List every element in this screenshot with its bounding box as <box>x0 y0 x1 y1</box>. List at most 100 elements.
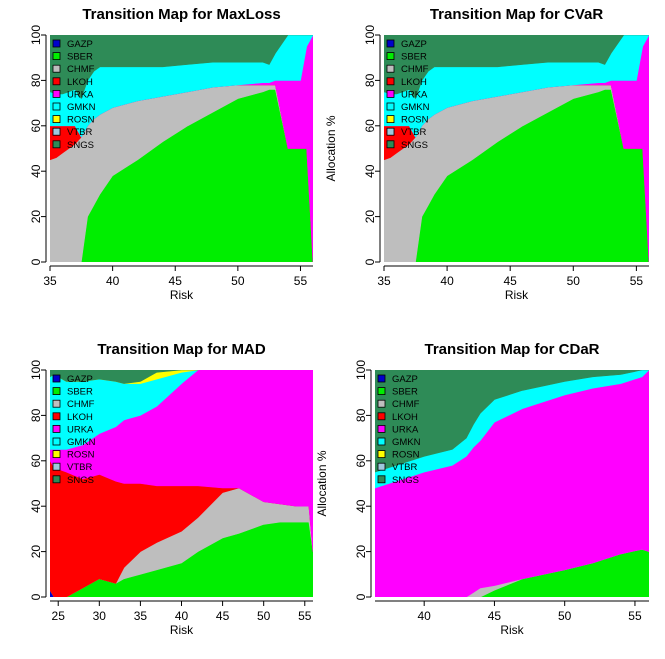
x-tick-label: 45 <box>504 274 518 288</box>
x-tick-label: 55 <box>294 274 308 288</box>
legend-label-gazp: GAZP <box>67 39 93 50</box>
x-tick-label: 40 <box>106 274 120 288</box>
legend-label-gazp: GAZP <box>67 374 93 385</box>
legend-swatch-gmkn <box>52 102 61 111</box>
legend-label-gmkn: GMKN <box>67 437 96 448</box>
area-sngs <box>384 35 649 100</box>
y-tick-label: 60 <box>29 454 43 468</box>
y-tick-label: 40 <box>363 164 377 178</box>
legend-swatch-rosn <box>52 115 61 123</box>
legend-label-urka: URKA <box>67 424 94 435</box>
legend-swatch-rosn <box>52 450 61 459</box>
x-tick-label: 40 <box>417 609 431 623</box>
legend-label-lkoh: LKOH <box>401 77 427 88</box>
legend-label-sngs: SNGS <box>392 475 419 486</box>
legend-label-vtbr: VTBR <box>67 127 92 138</box>
x-tick-label: 40 <box>440 274 454 288</box>
legend-swatch-vtbr <box>386 127 395 136</box>
legend-swatch-sngs <box>52 475 61 484</box>
x-tick-label: 55 <box>628 609 642 623</box>
area-sngs <box>375 370 649 473</box>
legend-swatch-lkoh <box>52 77 61 86</box>
legend-label-sngs: SNGS <box>67 140 94 151</box>
legend-label-sber: SBER <box>67 52 93 63</box>
legend-swatch-gmkn <box>386 102 395 111</box>
legend-swatch-chmf <box>386 64 395 73</box>
legend-swatch-sngs <box>52 140 61 149</box>
chart-title: Transition Map for MAD <box>97 341 266 358</box>
legend-label-rosn: ROSN <box>67 115 95 126</box>
legend-swatch-urka <box>52 424 61 433</box>
x-tick-label: 45 <box>169 274 183 288</box>
legend-label-rosn: ROSN <box>392 450 420 461</box>
area-sber <box>375 548 649 597</box>
plot-area <box>384 35 649 262</box>
legend-label-urka: URKA <box>67 89 94 100</box>
legend-swatch-gmkn <box>52 437 61 446</box>
legend-label-gazp: GAZP <box>401 39 427 50</box>
legend-label-rosn: ROSN <box>67 450 95 461</box>
x-axis-label: Risk <box>170 623 194 637</box>
legend-label-urka: URKA <box>401 89 428 100</box>
chart-panel-1: 0 20 40 60 80 100 35 40 45 50 55 Transition Map for… <box>29 6 313 302</box>
chart-title: Transition Map for CDaR <box>424 341 599 358</box>
legend-label-gmkn: GMKN <box>67 102 96 113</box>
x-tick-label: 55 <box>630 274 644 288</box>
plot-area <box>375 370 649 597</box>
legend-swatch-rosn <box>386 115 395 123</box>
legend-label-vtbr: VTBR <box>392 462 417 473</box>
chart-panel-2: 0 20 40 60 80 100 35 40 45 50 55 Transition Map for… <box>324 6 649 302</box>
x-tick-label: 45 <box>216 609 230 623</box>
y-tick-label: 80 <box>354 408 368 422</box>
legend-label-sber: SBER <box>401 52 427 63</box>
x-tick-label: 50 <box>231 274 245 288</box>
y-tick-label: 40 <box>354 499 368 513</box>
y-tick-label: 60 <box>29 119 43 133</box>
legend-label-gmkn: GMKN <box>401 102 430 113</box>
y-tick-label: 20 <box>29 545 43 559</box>
chart-title: Transition Map for MaxLoss <box>82 6 280 23</box>
x-tick-label: 50 <box>567 274 581 288</box>
legend-swatch-lkoh <box>52 412 61 421</box>
legend-swatch-lkoh <box>377 412 386 421</box>
legend-label-lkoh: LKOH <box>67 77 93 88</box>
legend-swatch-sber <box>386 52 395 60</box>
area-sngs <box>50 35 313 100</box>
legend-label-vtbr: VTBR <box>67 462 92 473</box>
y-tick-label: 100 <box>29 360 43 380</box>
x-axis-label: Risk <box>170 288 194 302</box>
area-sngs <box>50 370 199 384</box>
legend-swatch-sber <box>52 387 61 396</box>
legend-swatch-urka <box>52 90 61 98</box>
legend-swatch-vtbr <box>52 127 61 136</box>
legend-label-lkoh: LKOH <box>67 412 93 423</box>
x-tick-label: 45 <box>488 609 502 623</box>
y-tick-label: 60 <box>354 454 368 468</box>
legend-label-chmf: CHMF <box>67 399 95 410</box>
y-tick-label: 20 <box>29 210 43 224</box>
legend-label-sber: SBER <box>392 387 418 398</box>
y-tick-label: 0 <box>354 593 368 600</box>
plot-area <box>50 35 313 262</box>
x-axis-label: Risk <box>500 623 524 637</box>
legend-swatch-sngs <box>386 140 395 149</box>
legend-swatch-gazp <box>386 39 395 48</box>
y-tick-label: 20 <box>354 545 368 559</box>
legend-swatch-gazp <box>52 39 61 48</box>
x-tick-label: 25 <box>52 609 66 623</box>
chart-panel-4: 0 20 40 60 80 100 40 45 50 55 Transition Map for C… <box>315 341 649 637</box>
x-tick-label: 50 <box>257 609 271 623</box>
legend-swatch-gazp <box>377 374 386 383</box>
chart-panel-3: 0 20 40 60 80 100 25 30 35 40 45 50 55 Transition Map… <box>29 341 313 637</box>
x-tick-label: 50 <box>558 609 572 623</box>
x-tick-label: 40 <box>175 609 189 623</box>
legend-label-lkoh: LKOH <box>392 412 418 423</box>
legend-swatch-gazp <box>52 374 61 383</box>
legend-label-sber: SBER <box>67 387 93 398</box>
legend-label-chmf: CHMF <box>67 64 95 75</box>
legend-swatch-chmf <box>52 64 61 73</box>
legend-swatch-lkoh <box>386 77 395 86</box>
x-tick-label: 35 <box>377 274 391 288</box>
